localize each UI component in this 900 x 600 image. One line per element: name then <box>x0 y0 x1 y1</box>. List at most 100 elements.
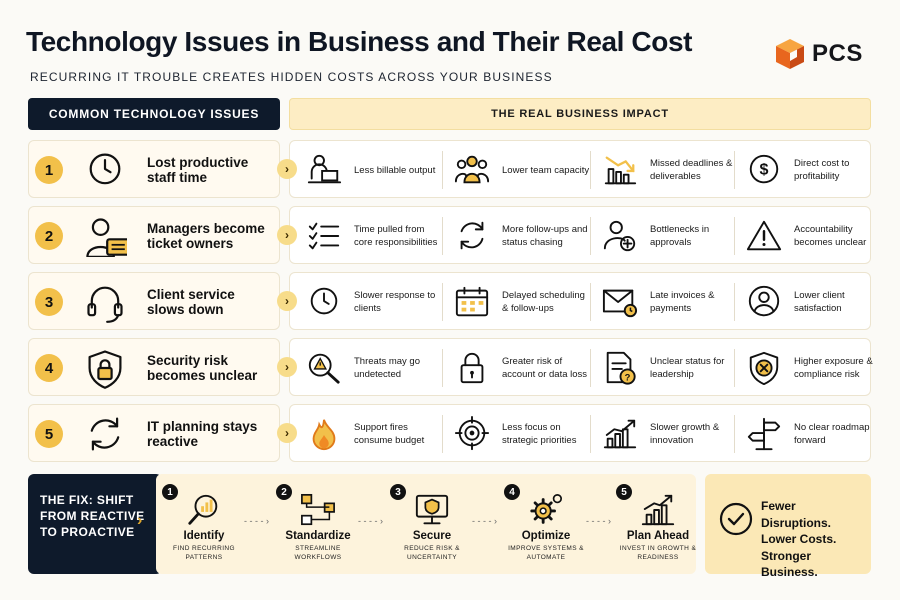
impact-icon-wrap <box>304 218 344 254</box>
divider <box>442 349 443 387</box>
issue-label: Client service slows down <box>147 287 235 317</box>
step-subtitle: INVEST IN GROWTH & READINESS <box>619 545 697 561</box>
issue-icon-wrap <box>83 215 131 258</box>
chevron-right-icon: › <box>137 512 143 529</box>
column-header-issues: COMMON TECHNOLOGY ISSUES <box>28 98 280 130</box>
issue-number-badge: 5 <box>35 420 63 448</box>
step-number-badge: 3 <box>390 484 406 500</box>
divider <box>442 415 443 453</box>
impact-label: Less billable output <box>354 164 436 176</box>
issue-row: 3 Client service slows down Slower respo… <box>28 272 871 330</box>
dashed-arrow-icon: - - - - › <box>472 516 497 526</box>
result-panel: Fewer Disruptions. Lower Costs. Stronger… <box>705 474 871 579</box>
chevron-right-icon: › <box>277 291 297 311</box>
impact-icon-wrap <box>600 152 640 188</box>
impact-label: More follow-ups and status chasing <box>502 224 588 248</box>
step-title: Standardize <box>285 530 351 542</box>
svg-text:$: $ <box>760 161 769 179</box>
dashed-arrow-icon: - - - - › <box>244 516 269 526</box>
manager-ticket-icon <box>86 218 131 258</box>
issue-card: 5 IT planning stays reactive <box>28 404 280 462</box>
fix-step: 4 Optimize IMPROVE SYSTEMS & AUTOMATE <box>504 484 588 562</box>
page-subtitle: RECURRING IT TROUBLE CREATES HIDDEN COST… <box>30 70 553 84</box>
growth-chart-icon <box>603 419 637 449</box>
dashed-arrow-icon: - - - - › <box>586 516 611 526</box>
column-header-impact: THE REAL BUSINESS IMPACT <box>289 98 871 130</box>
divider <box>734 349 735 387</box>
the-fix-label: THE FIX: SHIFT FROM REACTIVE TO PROACTIV… <box>28 474 162 574</box>
dollar-coin-icon: $ <box>749 154 779 184</box>
user-circle-icon <box>748 285 780 317</box>
checklist-icon <box>308 222 340 250</box>
step-subtitle: REDUCE RISK & UNCERTAINTY <box>404 545 460 561</box>
chevron-right-icon: › <box>277 423 297 443</box>
issue-icon-wrap <box>83 281 127 323</box>
issue-label: Managers become ticket owners <box>147 221 265 251</box>
fire-icon <box>312 419 336 451</box>
step-title: Plan Ahead <box>626 530 690 542</box>
impact-icon-wrap <box>452 284 492 320</box>
clock-icon <box>89 153 121 185</box>
shield-x-icon <box>749 351 779 386</box>
result-line: Stronger Business. <box>761 548 818 580</box>
step-subtitle: FIND RECURRING PATTERNS <box>173 545 235 561</box>
impact-icon-wrap <box>600 284 640 320</box>
impact-icon-wrap <box>452 152 492 188</box>
impact-icon-wrap <box>744 416 784 452</box>
impact-label: Slower growth & innovation <box>650 422 720 446</box>
workflow-icon <box>301 493 335 526</box>
issue-icon-wrap <box>83 149 127 191</box>
divider <box>734 151 735 189</box>
impact-icon-wrap <box>304 416 344 452</box>
issue-label: Lost productive staff time <box>147 155 249 185</box>
dashed-arrow-icon: - - - - › <box>358 516 383 526</box>
person-add-icon <box>603 220 636 252</box>
result-text: Fewer Disruptions. Lower Costs. Stronger… <box>761 498 869 581</box>
impact-icon-wrap <box>600 416 640 452</box>
divider <box>442 283 443 321</box>
step-title: Optimize <box>521 530 571 542</box>
declining-chart-icon <box>604 156 637 185</box>
issue-row: 4 Security risk becomes unclear Threats … <box>28 338 873 396</box>
person-laptop-icon <box>307 154 342 184</box>
fix-step: 5 Plan Ahead INVEST IN GROWTH & READINES… <box>616 484 700 562</box>
impact-label: Slower response to clients <box>354 290 436 314</box>
impact-icon-wrap <box>452 218 492 254</box>
pcs-logo: PCS <box>774 36 874 72</box>
step-title: Secure <box>412 530 452 542</box>
fix-steps-panel: 1 Identify FIND RECURRING PATTERNS - - -… <box>156 474 696 574</box>
calendar-icon <box>455 286 489 317</box>
divider <box>590 217 591 255</box>
signpost-icon <box>747 417 781 451</box>
refresh-icon <box>460 221 484 250</box>
impact-label: Less focus on strategic priorities <box>502 422 577 446</box>
cube-logo-icon <box>776 39 804 69</box>
chevron-right-icon: › <box>277 357 297 377</box>
impact-label: Delayed scheduling & follow-ups <box>502 290 585 314</box>
impact-label: Threats may go undetected <box>354 356 420 380</box>
divider <box>734 415 735 453</box>
impact-card: Support fires consume budget Less focus … <box>289 404 871 462</box>
divider <box>442 151 443 189</box>
clock-icon <box>310 287 338 315</box>
impact-label: Late invoices & payments <box>650 290 715 314</box>
impact-icon-wrap <box>744 218 784 254</box>
team-icon <box>454 155 490 184</box>
check-circle-icon <box>719 502 753 536</box>
fix-step: 2 Standardize STREAMLINE WORKFLOWS <box>276 484 360 562</box>
issue-number-badge: 1 <box>35 156 63 184</box>
chevron-right-icon: › <box>277 225 297 245</box>
issue-number-badge: 4 <box>35 354 63 382</box>
impact-icon-wrap <box>452 350 492 386</box>
impact-icon-wrap <box>304 350 344 386</box>
warning-triangle-icon <box>746 220 782 251</box>
issue-icon-wrap <box>83 347 127 389</box>
divider <box>442 217 443 255</box>
growth-bars-icon <box>641 494 675 526</box>
impact-label: Greater risk of account or data loss <box>502 356 588 380</box>
divider <box>734 217 735 255</box>
impact-label: No clear roadmap forward <box>794 422 870 446</box>
impact-icon-wrap <box>452 416 492 452</box>
impact-label: Unclear status for leadership <box>650 356 725 380</box>
impact-label: Support fires consume budget <box>354 422 425 446</box>
